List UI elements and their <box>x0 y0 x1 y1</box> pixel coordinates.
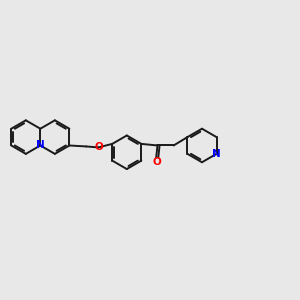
Text: N: N <box>212 149 221 159</box>
Text: O: O <box>153 157 161 167</box>
Text: O: O <box>94 142 103 152</box>
Text: N: N <box>36 140 45 151</box>
